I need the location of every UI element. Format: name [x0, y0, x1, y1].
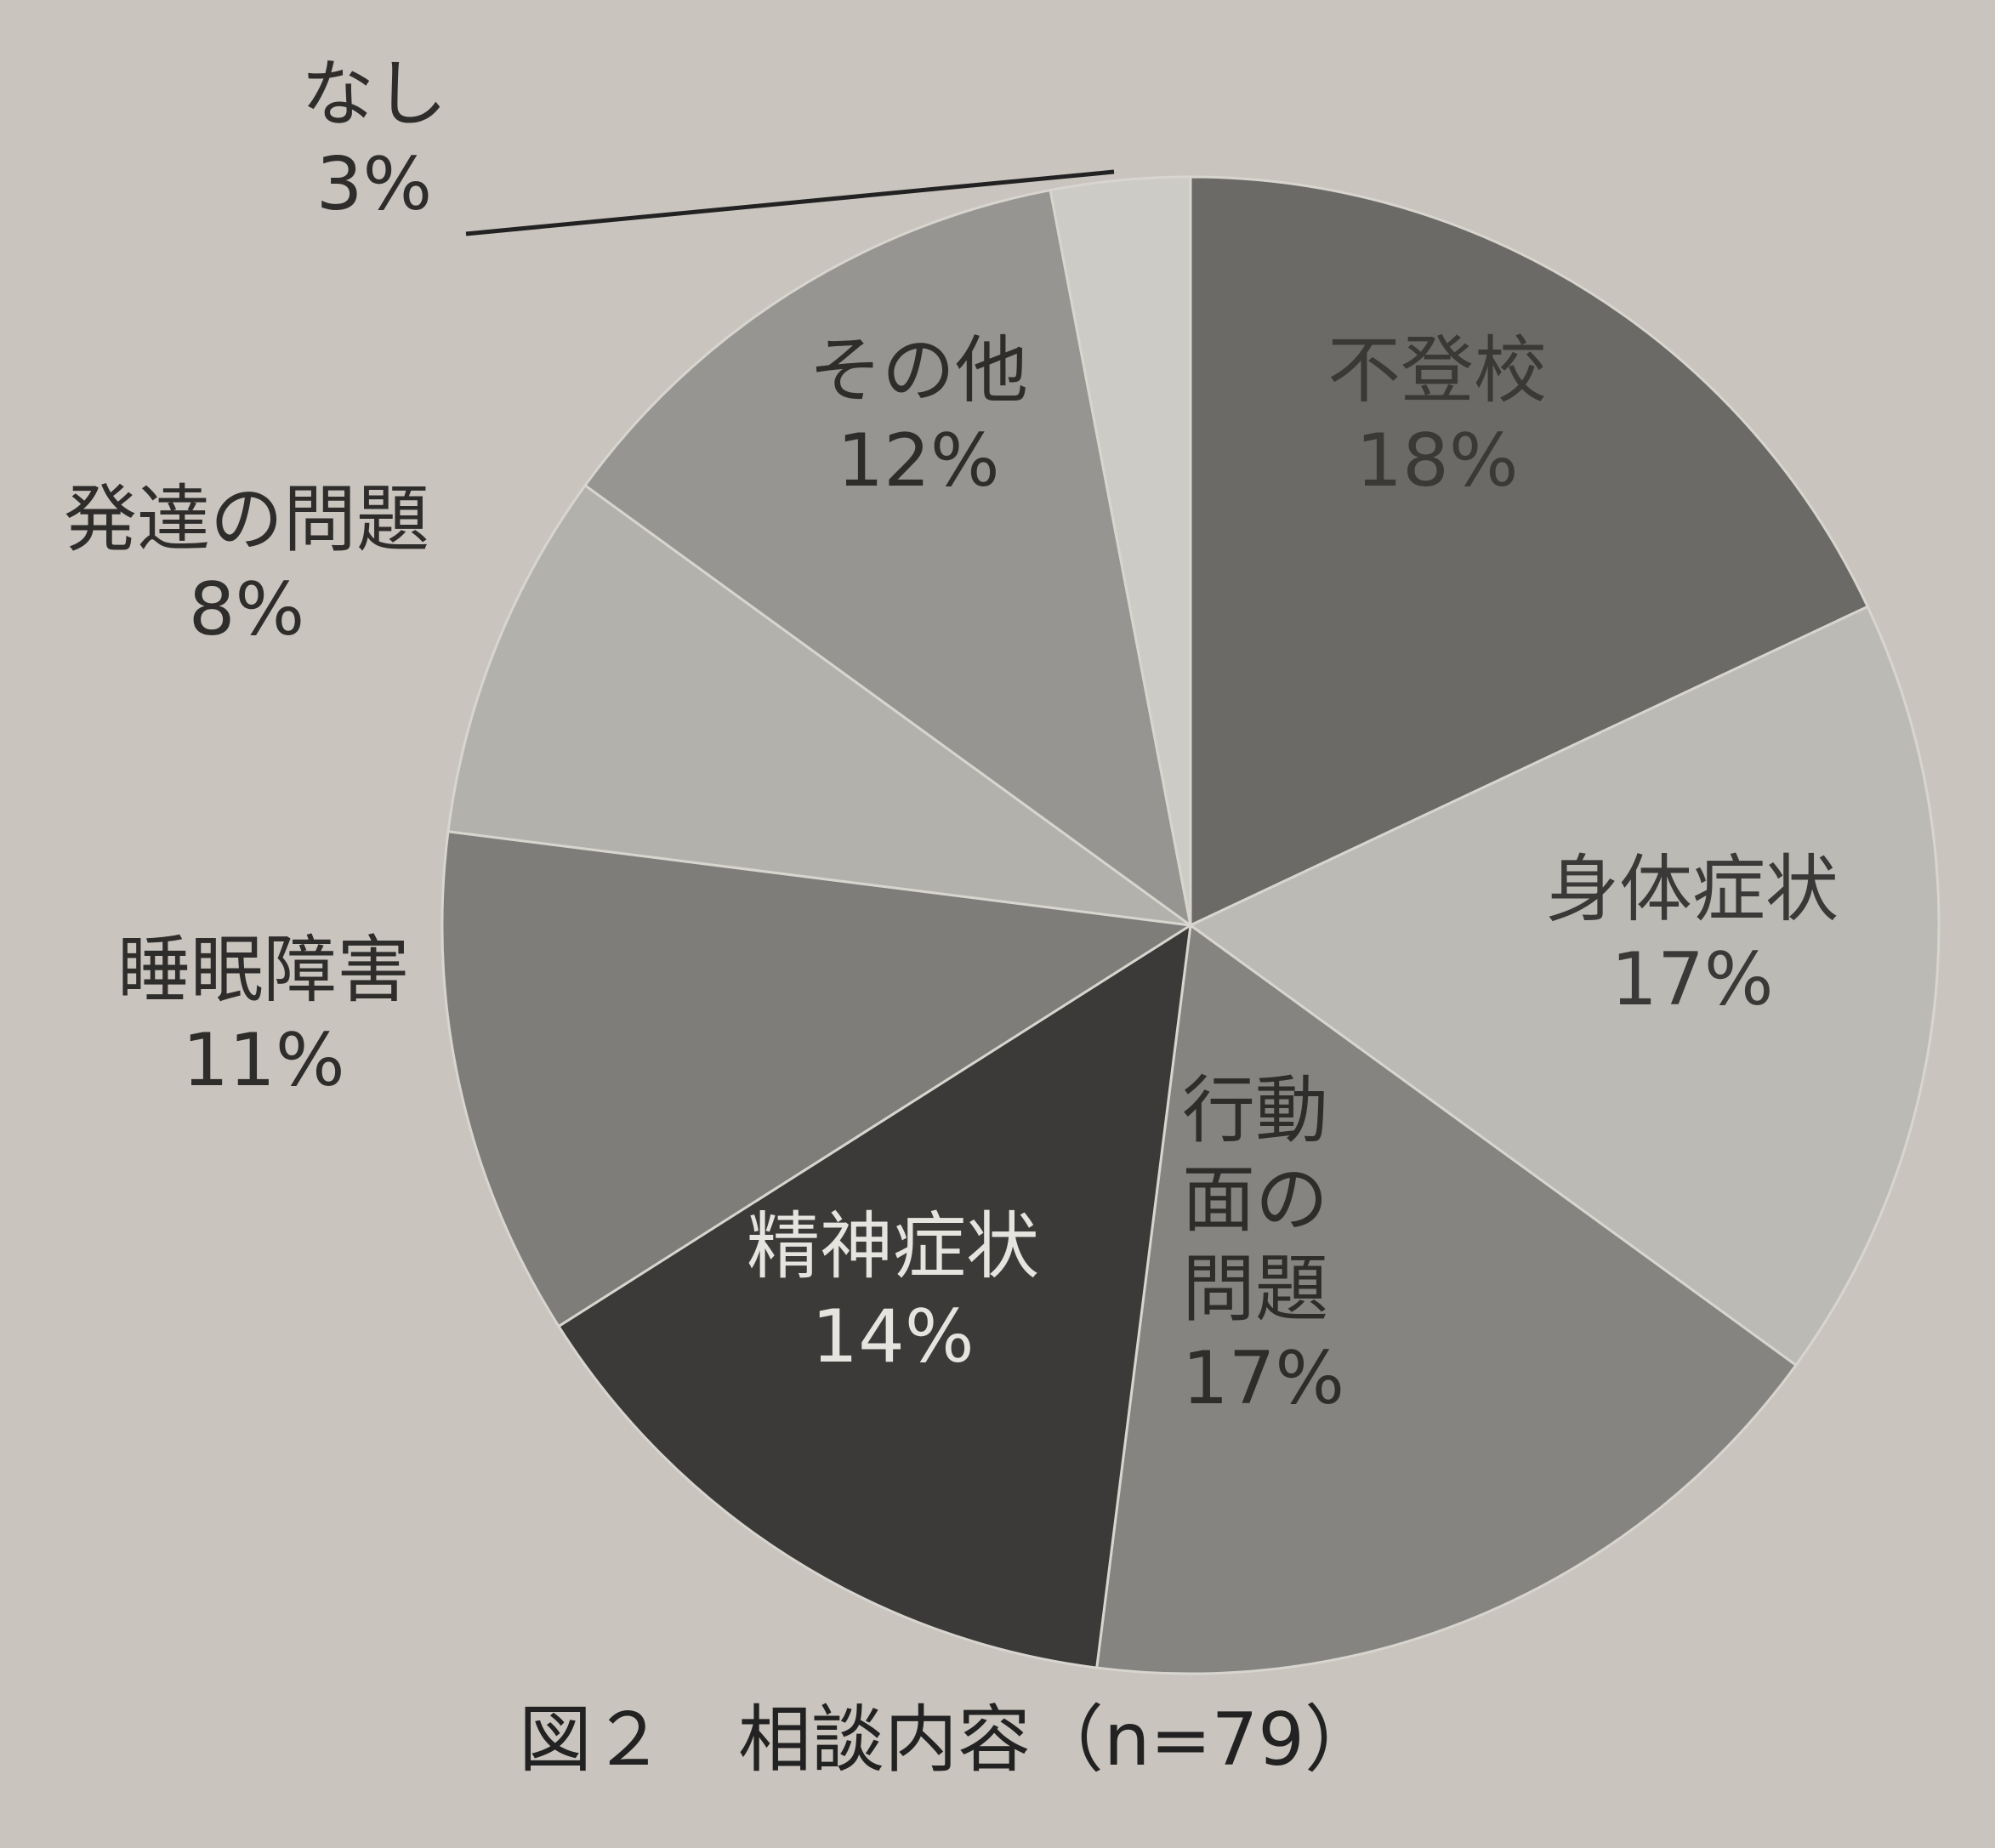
- chart-caption: 図２ 相談内容（n=79）: [519, 1697, 1378, 1783]
- slice-percent-label: 12%: [837, 418, 999, 503]
- pie-slice-3: [1095, 923, 1799, 1675]
- pie-slice-1: [1189, 175, 1870, 928]
- pie-slice-6: [446, 483, 1191, 927]
- pie-slice-2: [1188, 605, 1941, 1368]
- slice-name-label: 行動: [1182, 1068, 1328, 1153]
- pie-slice-5: [440, 830, 1195, 1328]
- slice-name-label: 身体症状: [1546, 847, 1839, 932]
- slice-name-label: 不登校: [1327, 328, 1547, 413]
- slice-name-label: 面の: [1182, 1157, 1328, 1242]
- leader-line-nashi: [465, 169, 1115, 236]
- slice-name-label: なし: [301, 52, 447, 137]
- pie-slice-7: [583, 188, 1193, 929]
- pie-slice-4: [556, 923, 1192, 1669]
- slice-name-label: 精神症状: [747, 1204, 1039, 1289]
- slice-percent-label: 11%: [182, 1018, 344, 1103]
- slice-name-label: 睡眠障害: [117, 928, 410, 1013]
- slice-percent-label: 17%: [1182, 1336, 1344, 1421]
- pie-slice-8: [1049, 175, 1192, 926]
- slice-percent-label: 8%: [189, 567, 304, 652]
- slice-name-label: 発達の問題: [64, 477, 429, 562]
- slice-name-label: その他: [809, 328, 1028, 413]
- slice-percent-label: 17%: [1611, 937, 1773, 1022]
- slice-percent-label: 18%: [1356, 418, 1518, 503]
- slice-percent-label: 3%: [316, 142, 432, 227]
- pie-labels: 不登校18%身体症状17%行動面の問題17%精神症状14%睡眠障害11%発達の問…: [64, 52, 1839, 1421]
- slice-name-label: 問題: [1182, 1247, 1328, 1332]
- pie-slices: [440, 175, 1941, 1675]
- slice-percent-label: 14%: [811, 1294, 974, 1379]
